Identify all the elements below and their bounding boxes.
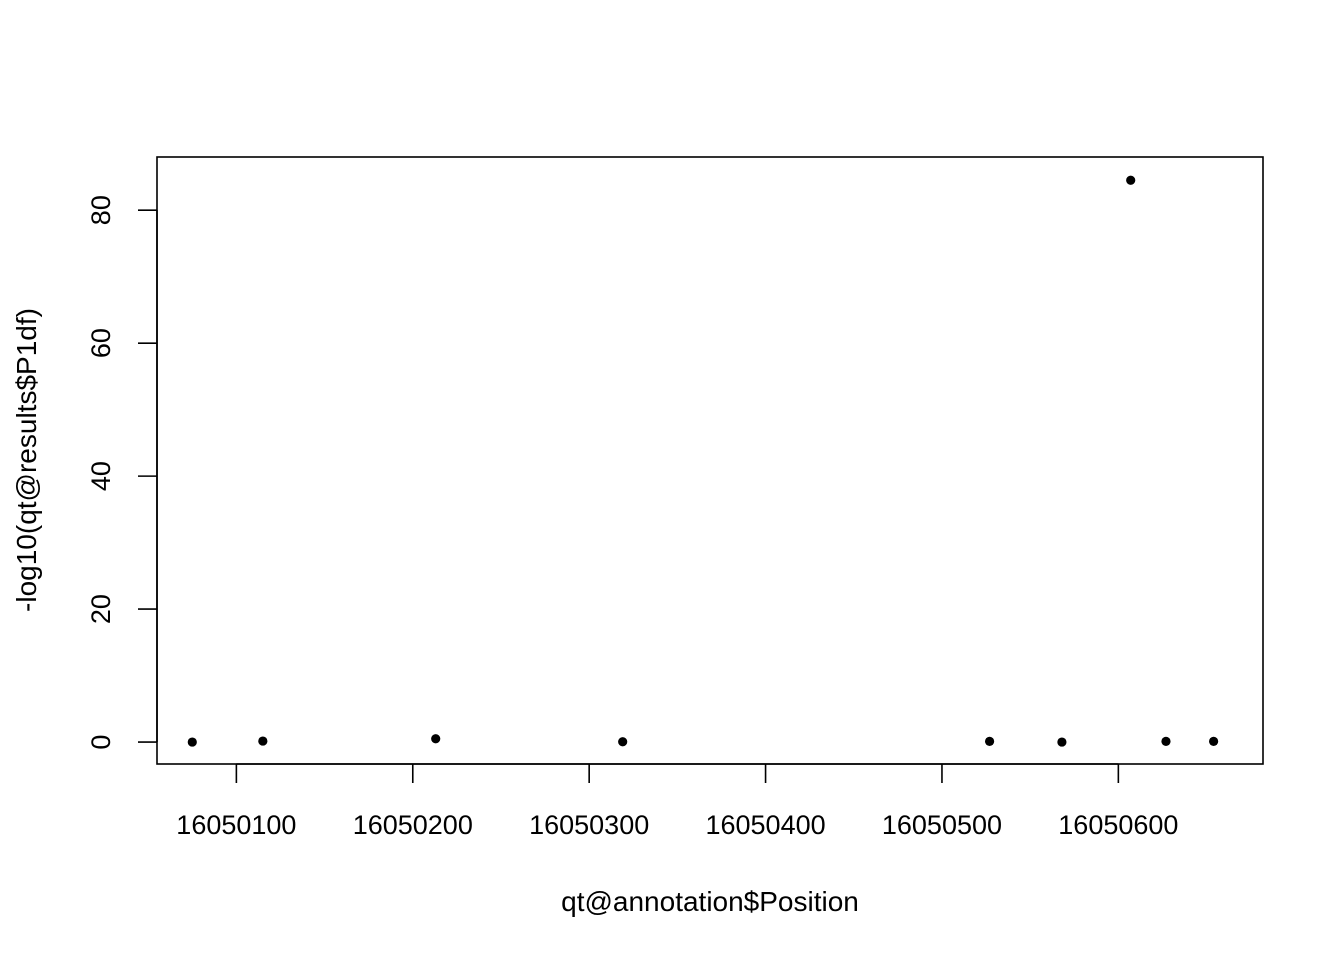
x-axis-title: qt@annotation$Position — [561, 886, 859, 917]
x-tick-label: 16050200 — [353, 810, 473, 840]
data-point — [1209, 736, 1219, 746]
data-point — [431, 734, 441, 744]
x-tick-label: 16050600 — [1058, 810, 1178, 840]
y-tick-label: 60 — [86, 328, 116, 358]
data-point — [1126, 175, 1136, 185]
x-tick-label: 16050400 — [705, 810, 825, 840]
y-tick-label: 40 — [86, 461, 116, 491]
y-tick-label: 20 — [86, 594, 116, 624]
x-tick-label: 16050500 — [882, 810, 1002, 840]
data-point — [984, 736, 995, 746]
data-points — [187, 175, 1219, 747]
y-tick-label: 80 — [86, 195, 116, 225]
y-tick-label: 0 — [86, 735, 116, 750]
plot-frame — [156, 156, 1264, 765]
data-point — [1057, 737, 1067, 747]
data-point — [187, 737, 197, 747]
x-tick-label: 16050300 — [529, 810, 649, 840]
y-axis-title: -log10(qt@results$P1df) — [11, 308, 42, 612]
data-point — [1161, 736, 1171, 746]
data-point — [258, 736, 268, 746]
y-axis: 0 20 40 60 80 — [86, 195, 158, 750]
data-point — [618, 737, 628, 747]
x-tick-label: 16050100 — [176, 810, 296, 840]
x-axis: 16050100 16050200 16050300 16050400 16050500… — [176, 763, 1178, 840]
